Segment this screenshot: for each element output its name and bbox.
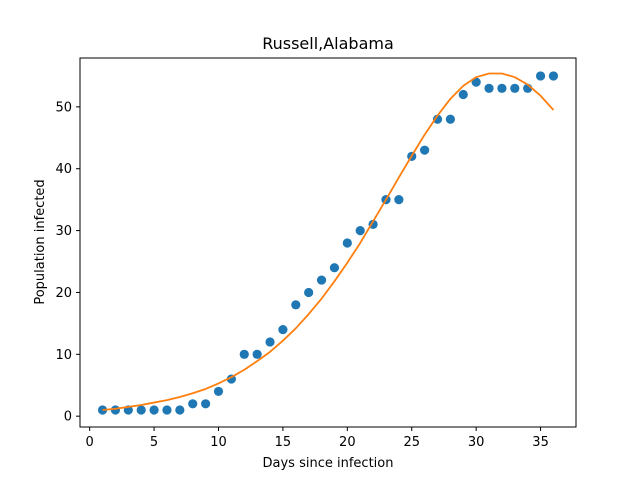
scatter-point [213,386,224,397]
x-tick-label: 15 [275,435,292,450]
x-tick-label: 20 [339,435,356,450]
scatter-point [149,405,159,415]
scatter-point [316,275,327,285]
series-layer [97,71,559,415]
y-tick-label: 50 [55,100,72,115]
scatter-point [162,405,172,415]
scatter-point [420,145,430,155]
scatter-point [97,405,108,415]
x-tick-label: 0 [86,435,94,450]
scatter-point [329,263,340,273]
scatter-point [175,405,185,415]
scatter-point [458,89,468,100]
scatter-point [136,405,146,415]
scatter-point [394,195,404,205]
chart-title: Russell,Alabama [262,34,394,53]
x-axis-label: Days since infection [263,456,394,471]
scatter-point [548,71,559,81]
scatter-point [304,287,314,298]
fit-line [102,72,555,411]
y-axis-label: Population infected [33,179,48,304]
plot-frame [79,57,577,428]
scatter-point [471,77,481,87]
y-tick-label: 10 [55,348,72,363]
scatter-point [497,83,507,93]
y-tick-label: 40 [55,162,72,177]
x-tick-label: 5 [150,435,158,450]
scatter-point [252,349,262,359]
x-tick-label: 10 [210,435,227,450]
scatter-point [239,349,249,359]
scatter-point [188,399,198,409]
x-tick-label: 30 [468,435,485,450]
y-axis: 0 10 20 30 40 50 [55,100,80,425]
scatter-point [278,324,288,335]
y-tick-label: 20 [55,286,72,301]
scatter-point [432,114,443,124]
y-tick-label: 0 [64,410,72,425]
x-tick-label: 25 [403,435,420,450]
x-axis: 0 5 10 15 20 25 30 35 [86,427,549,450]
scatter-point [265,337,275,347]
scatter-point [355,225,365,236]
scatter-point [110,405,121,415]
y-tick-label: 30 [55,224,72,239]
scatter-point [484,83,494,93]
scatter-point [201,399,211,409]
scatter-point [342,238,352,248]
scatter-point [445,114,455,124]
scatter-point [510,83,520,93]
scatter-point [535,71,546,81]
x-tick-label: 35 [532,435,549,450]
scatter-point [291,300,301,310]
